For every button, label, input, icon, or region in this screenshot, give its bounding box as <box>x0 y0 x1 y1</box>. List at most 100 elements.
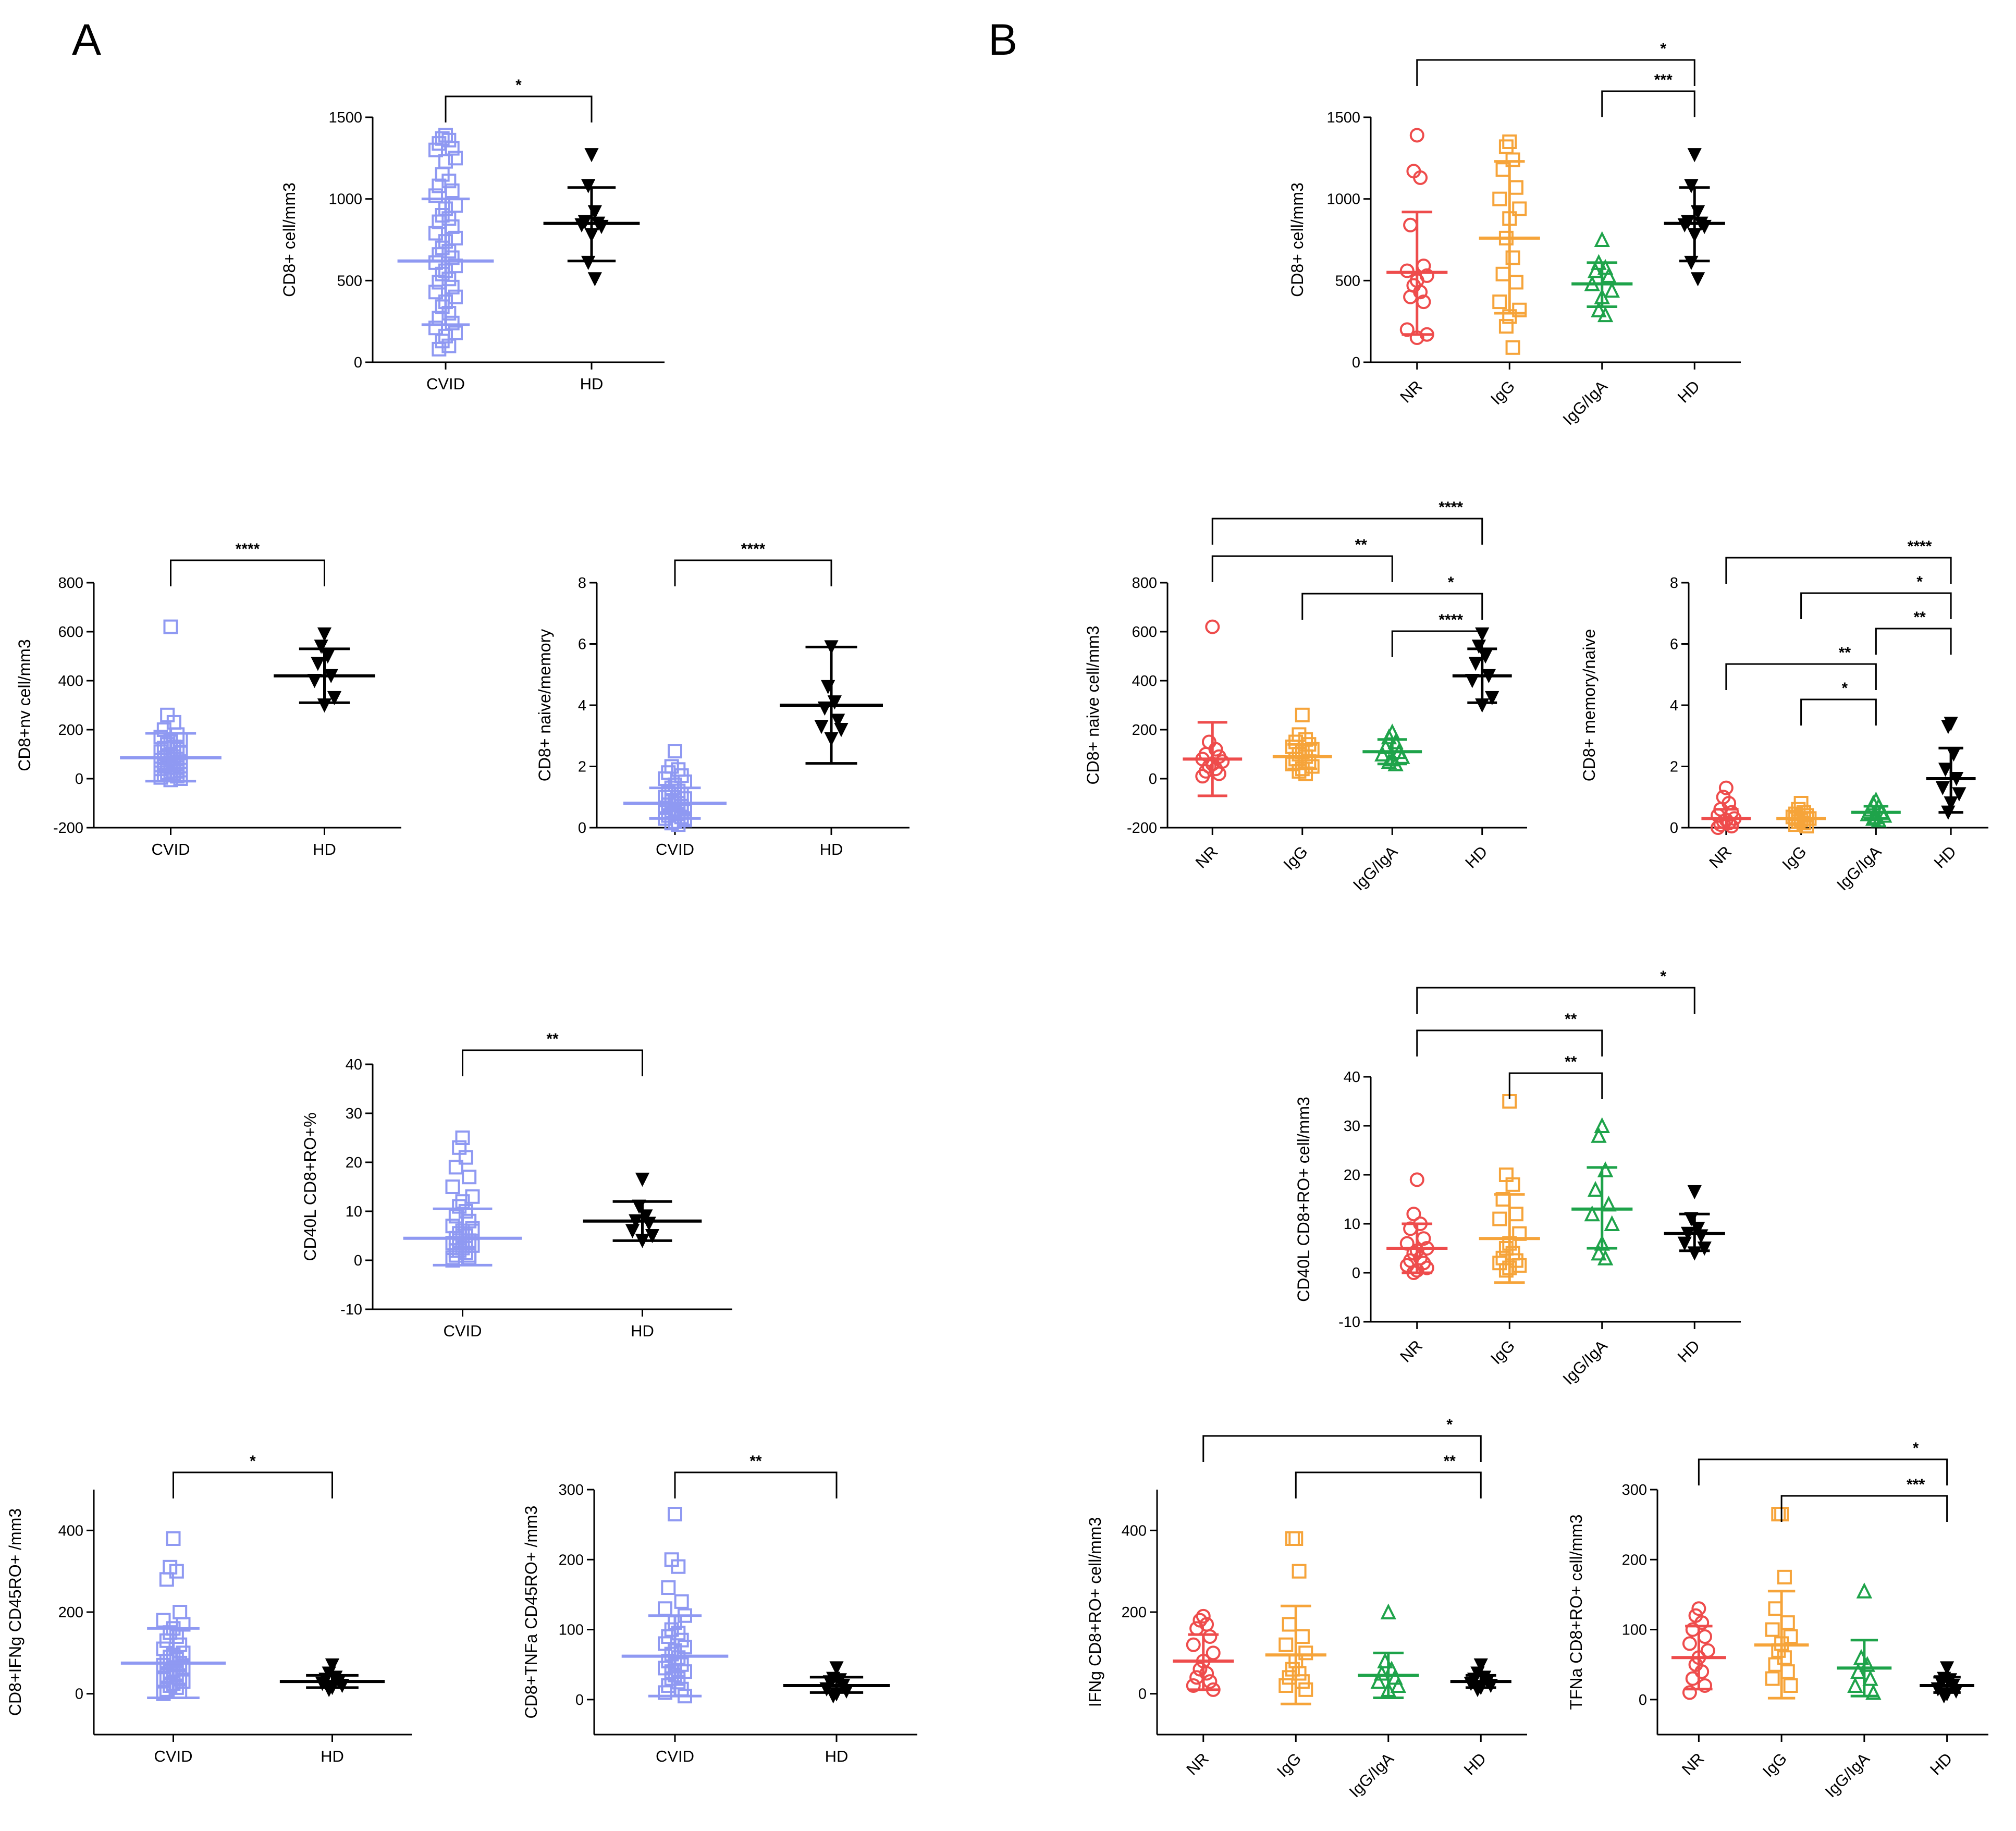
x-tick-label: HD <box>1931 842 1960 871</box>
data-point <box>1591 1244 1607 1261</box>
y-axis-title: CD8+IFNg CD45RO+ /mm3 <box>6 1508 24 1716</box>
series-igg-iga <box>1358 1603 1419 1699</box>
y-tick-label: 2 <box>1670 759 1678 776</box>
y-tick-label: 0 <box>75 771 83 788</box>
data-point <box>625 1224 640 1238</box>
data-point <box>1295 1629 1310 1644</box>
data-point <box>1935 781 1950 795</box>
significance-label: * <box>515 77 522 94</box>
x-tick-label: NR <box>1396 377 1425 406</box>
series-nr <box>1173 1608 1234 1697</box>
data-point <box>1697 1242 1712 1256</box>
y-axis-title: CD40L CD8+RO+% <box>301 1112 319 1261</box>
data-point <box>1765 1622 1780 1637</box>
data-point <box>1684 179 1699 193</box>
significance-bracket <box>1295 1471 1482 1498</box>
significance-label: *** <box>1907 1476 1925 1493</box>
data-point <box>1492 191 1507 206</box>
data-point <box>1594 231 1610 247</box>
y-tick-label: 0 <box>1352 354 1360 371</box>
data-point <box>814 720 829 734</box>
y-tick-label: 10 <box>1344 1216 1360 1233</box>
panel-letter-a: A <box>72 15 101 64</box>
data-point <box>1374 745 1391 761</box>
series-igg-iga <box>1571 231 1633 323</box>
data-point <box>1698 1629 1713 1644</box>
data-point <box>1796 816 1811 831</box>
data-point <box>1591 1127 1607 1143</box>
data-point <box>1399 322 1415 337</box>
data-point <box>441 132 457 148</box>
y-tick-label: 800 <box>1132 575 1157 592</box>
data-point <box>635 1172 650 1187</box>
data-point <box>1292 1666 1307 1681</box>
data-point <box>169 1629 184 1644</box>
series-cvid <box>120 619 222 788</box>
significance-bracket <box>1875 628 1952 655</box>
data-point <box>441 306 457 321</box>
data-point <box>1505 152 1520 167</box>
data-point <box>441 338 457 353</box>
series-hd <box>274 627 375 713</box>
data-point <box>1485 691 1499 706</box>
y-tick-label: 1500 <box>328 109 362 126</box>
y-axis-title: CD8+nv cell/mm3 <box>15 639 34 771</box>
x-tick-label: HD <box>1926 1749 1956 1778</box>
significance-bracket <box>170 559 325 586</box>
data-point <box>1413 170 1428 185</box>
series-nr <box>1386 128 1448 345</box>
x-tick-label: CVID <box>426 375 465 393</box>
series-nr <box>1183 619 1243 797</box>
x-tick-label: IgG/IgA <box>1559 1336 1611 1388</box>
series-hd <box>543 148 640 287</box>
y-tick-label: 100 <box>1622 1622 1647 1639</box>
y-tick-label: 8 <box>1670 575 1678 592</box>
series-hd <box>780 640 883 765</box>
x-tick-label: CVID <box>656 840 694 858</box>
series-igg-iga <box>1851 791 1901 828</box>
data-point <box>1512 201 1527 216</box>
y-axis-title: CD8+TNFa CD45RO+ /mm3 <box>522 1506 540 1719</box>
data-point <box>1403 289 1418 304</box>
data-point <box>1868 808 1884 825</box>
y-tick-label: -200 <box>53 820 83 837</box>
data-point <box>1508 275 1523 290</box>
data-point <box>1492 1211 1507 1226</box>
series-hd <box>1450 1658 1511 1698</box>
data-point <box>1202 1674 1218 1689</box>
series-igg <box>1272 707 1332 781</box>
significance-label: * <box>250 1453 256 1470</box>
significance-label: ** <box>1444 1453 1456 1470</box>
x-tick-label: CVID <box>656 1747 694 1765</box>
data-point <box>448 289 463 304</box>
data-point <box>645 1229 660 1244</box>
y-tick-label: 20 <box>1344 1167 1360 1184</box>
y-axis-title: CD8+ naive cell/mm3 <box>1084 626 1102 785</box>
significance-bracket <box>1725 557 1952 584</box>
data-point <box>1202 1629 1218 1644</box>
x-tick-label: HD <box>631 1322 654 1340</box>
data-point <box>465 1189 480 1204</box>
series-cvid <box>403 1130 522 1268</box>
y-axis-title: CD8+ naive/memory <box>535 629 554 782</box>
data-point <box>671 1559 686 1574</box>
y-tick-label: 600 <box>1132 624 1157 641</box>
data-point <box>1298 1645 1313 1661</box>
data-point <box>1594 1117 1610 1133</box>
y-tick-label: 0 <box>354 354 362 371</box>
significance-label: ** <box>1913 609 1926 626</box>
data-point <box>1498 1263 1514 1278</box>
data-point <box>1196 1608 1211 1624</box>
y-tick-label: 200 <box>1622 1552 1647 1568</box>
series-igg <box>1776 796 1826 834</box>
series-igg-iga <box>1571 1117 1633 1265</box>
y-tick-label: 200 <box>58 1604 83 1621</box>
significance-bracket <box>445 95 593 122</box>
y-tick-label: 1500 <box>1326 109 1360 126</box>
data-point <box>1594 1235 1610 1251</box>
data-point <box>1597 306 1614 323</box>
data-point <box>1865 1683 1882 1700</box>
